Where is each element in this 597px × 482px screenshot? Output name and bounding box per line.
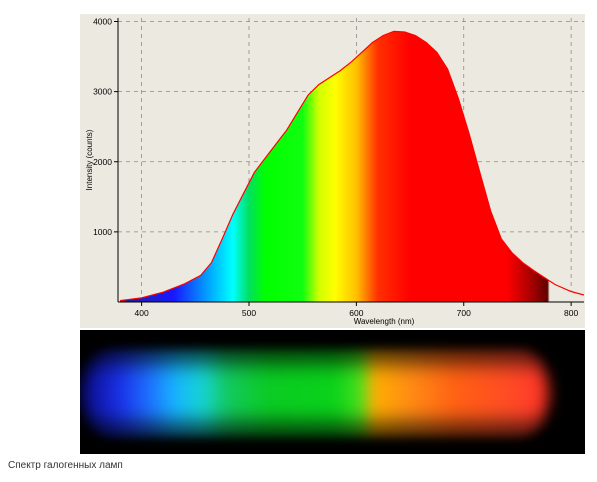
- y-tick-label: 2000: [93, 157, 112, 167]
- y-ticks: 1000 2000 3000 4000: [93, 17, 118, 237]
- x-axis-label: Wavelength (nm): [354, 317, 415, 326]
- x-tick-label: 600: [349, 308, 363, 318]
- spectrum-figure: 400 500 600 700 800 1000 2000 3000 4000 Wavelen…: [80, 14, 585, 454]
- spectrum-area: [120, 31, 584, 302]
- plot-panel: 400 500 600 700 800 1000 2000 3000 4000 Wavelen…: [80, 14, 585, 328]
- x-tick-label: 500: [242, 308, 256, 318]
- x-ticks: 400 500 600 700 800: [135, 302, 578, 318]
- y-tick-label: 1000: [93, 227, 112, 237]
- caption: Спектр галогенных ламп: [8, 460, 123, 471]
- y-axis-label: Intensity (counts): [85, 129, 94, 190]
- spectrum-strip: [80, 330, 585, 454]
- y-tick-label: 4000: [93, 17, 112, 27]
- spectrum-curve: [120, 30, 584, 302]
- x-tick-label: 700: [457, 308, 471, 318]
- x-tick-label: 400: [135, 308, 149, 318]
- spectrum-chart: 400 500 600 700 800 1000 2000 3000 4000 Wavelen…: [85, 17, 584, 326]
- spectrum-strip-shade: [82, 354, 550, 432]
- x-tick-label: 800: [564, 308, 578, 318]
- y-tick-label: 3000: [93, 87, 112, 97]
